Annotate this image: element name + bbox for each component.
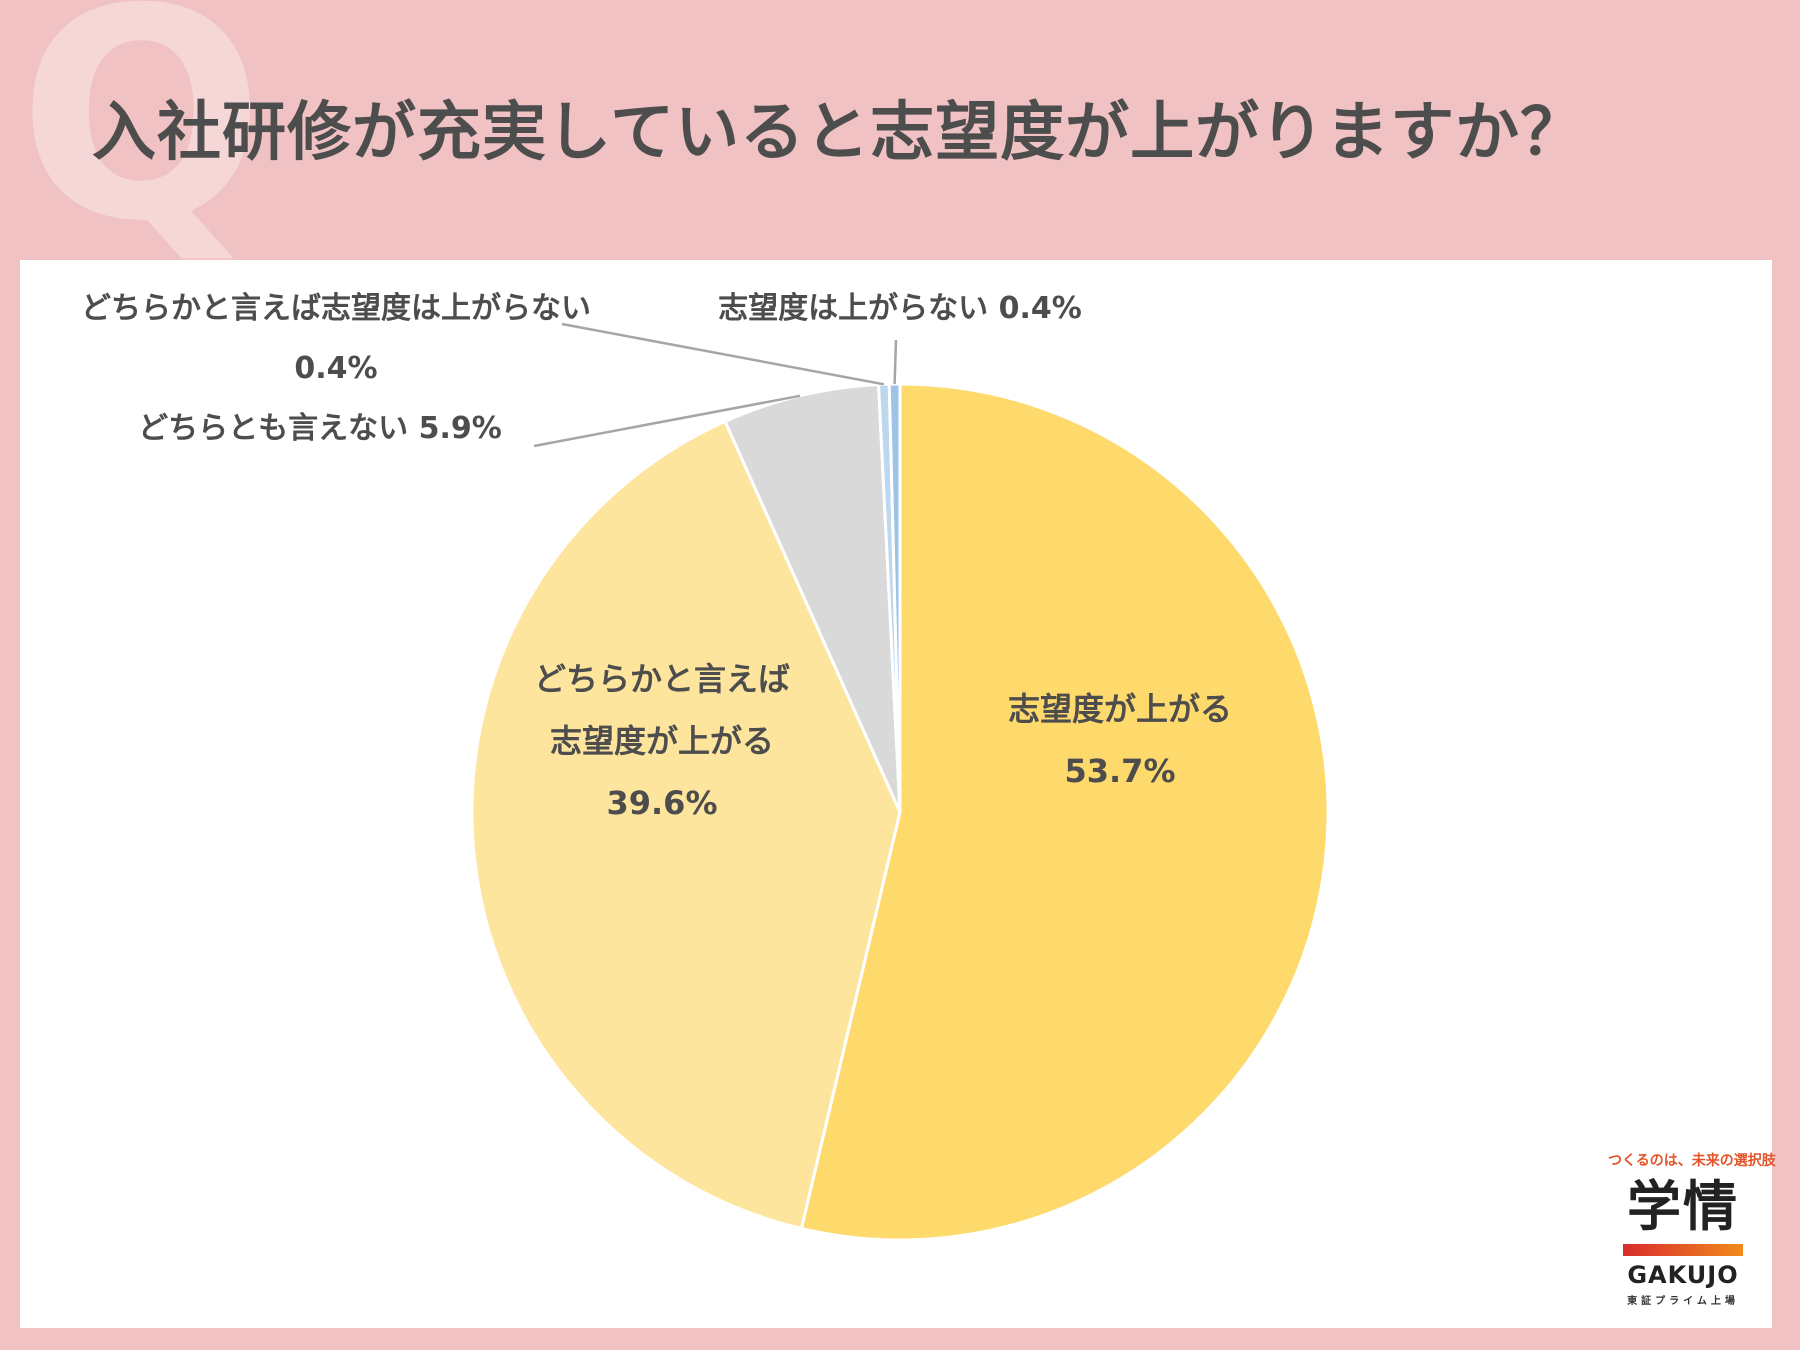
slice-labels: 志望度が上がる53.7%どちらかと言えば志望度が上がる39.6%どちらとも言えな…	[81, 291, 1232, 822]
leader-line-4	[893, 339, 898, 385]
logo-mark: 学情	[1627, 1175, 1739, 1238]
slice-label-1: 志望度が上がる	[550, 722, 774, 760]
logo-bar	[1623, 1244, 1743, 1256]
slice-label-0: 志望度が上がる	[1008, 690, 1232, 728]
pie-slice-1	[470, 419, 902, 1231]
leader-line-3	[561, 322, 885, 386]
leader-line-2	[533, 394, 801, 448]
logo-tagline: つくるのは、未来の選択肢	[1608, 1153, 1776, 1169]
q-watermark: Q	[18, 0, 265, 285]
gakujo-logo: つくるのは、未来の選択肢 学情 GAKUJO 東証プライム上場	[1608, 1150, 1776, 1308]
slice-value-1: 39.6%	[606, 784, 717, 822]
slice-value-0: 53.7%	[1064, 752, 1175, 790]
slice-label-4: 志望度は上がらない 0.4%	[718, 291, 1082, 326]
logo-word: GAKUJO	[1627, 1261, 1739, 1289]
slice-value-3: 0.4%	[294, 351, 377, 386]
pie-slices	[470, 382, 1330, 1242]
pie-chart: 志望度が上がる53.7%どちらかと言えば志望度が上がる39.6%どちらとも言えな…	[81, 291, 1330, 1242]
leader-lines	[533, 322, 898, 448]
pie-slice-0	[799, 382, 1330, 1242]
slice-label-2: どちらとも言えない 5.9%	[138, 411, 502, 446]
page-title: 入社研修が充実していると志望度が上がりますか？	[92, 96, 1586, 170]
slice-label-1: どちらかと言えば	[534, 660, 790, 698]
logo-sub: 東証プライム上場	[1627, 1296, 1739, 1308]
slice-label-3: どちらかと言えば志望度は上がらない	[81, 291, 591, 326]
chart-panel: 志望度が上がる 53.7% どちらかと言えば 志望度が上がる 39.6% どちらとも言えな…	[20, 260, 1776, 1328]
